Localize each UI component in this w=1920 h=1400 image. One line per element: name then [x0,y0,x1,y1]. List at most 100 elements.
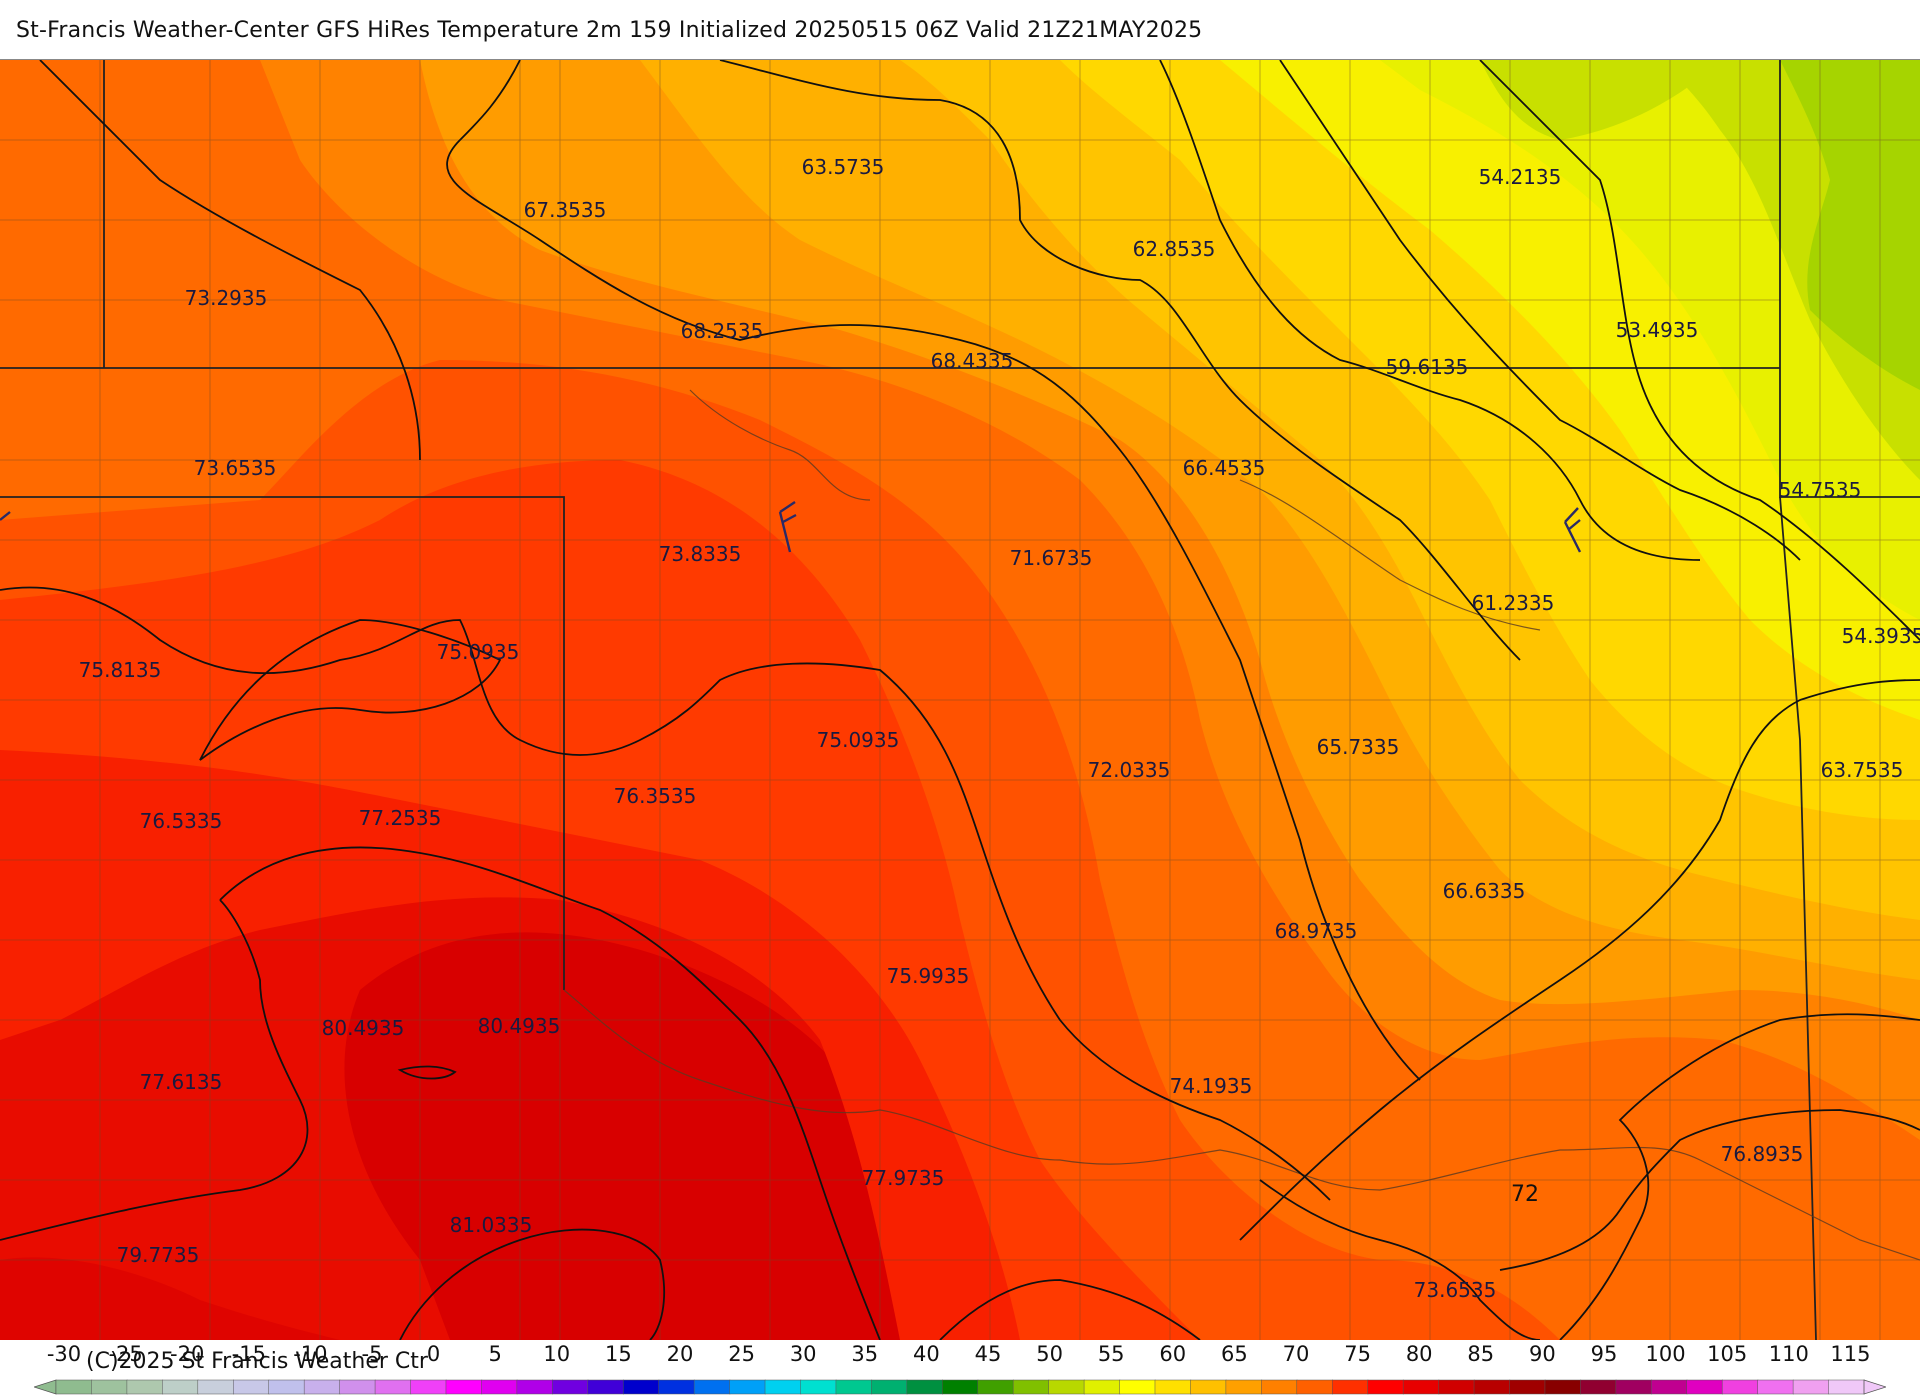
temperature-label: 74.1935 [1170,1074,1253,1098]
colorbar-swatch [1651,1379,1688,1395]
colorbar-tick-label: 90 [1529,1342,1556,1366]
colorbar-swatch [1367,1379,1404,1395]
colorbar-swatch [1331,1379,1369,1395]
temperature-label: 66.4535 [1183,456,1266,480]
colorbar-swatch [693,1379,731,1395]
colorbar-swatch [871,1379,908,1395]
colorbar-tick-label: 35 [851,1342,879,1366]
temperature-label: 76.5335 [140,809,223,833]
temperature-label: 71.6735 [1010,546,1093,570]
temperature-label: 63.5735 [802,155,885,179]
temperature-label: 81.0335 [450,1213,533,1237]
colorbar-swatch [1261,1379,1298,1395]
colorbar-swatch [1828,1379,1865,1395]
temperature-label: 59.6135 [1386,355,1469,379]
temperature-label: 54.2135 [1479,165,1562,189]
colorbar-swatch [1083,1379,1121,1395]
colorbar-swatch [197,1379,235,1395]
colorbar-swatch [1509,1379,1546,1395]
colorbar-swatch [1792,1379,1830,1395]
temperature-label: 65.7335 [1317,735,1400,759]
temperature-label: 53.4935 [1616,318,1699,342]
rivers [563,389,1920,1261]
colorbar-tick-label: 45 [974,1342,1002,1366]
colorbar-tick-label: 105 [1707,1342,1748,1366]
colorbar-swatch [1438,1379,1475,1395]
state-boundaries [0,60,1920,1340]
wind-barb-1 [778,501,797,553]
contour-label-72: 72 [1511,1182,1539,1207]
colorbar-tick-label: 5 [488,1342,502,1366]
page-title: St-Francis Weather-Center GFS HiRes Temp… [16,18,1203,43]
colorbar-swatch [622,1379,660,1395]
temperature-label: 77.2535 [359,806,442,830]
temperature-label: 68.9735 [1275,919,1358,943]
colorbar-swatch [1296,1379,1333,1395]
colorbar-swatch [552,1379,589,1395]
band-50 [1780,60,1920,390]
temperature-label: 77.9735 [862,1166,945,1190]
temperature-label: 76.3535 [614,784,697,808]
isotherm-contours [0,60,1920,1340]
colorbar-tick-label: 55 [1097,1342,1125,1366]
colorbar-tick-label: -5 [361,1342,383,1366]
colorbar-swatch [233,1379,270,1395]
temperature-label: 66.6335 [1443,879,1526,903]
temperature-label: 73.6535 [1414,1278,1497,1302]
colorbar-swatch [1225,1379,1263,1395]
colorbar-tick-label: 95 [1590,1342,1618,1366]
wind-barb-3 [0,511,11,521]
colorbar-swatch [1580,1379,1617,1395]
colorbar-tick-label: 110 [1768,1342,1809,1366]
copyright-notice: (C)2025 St Francis Weather Ctr [86,1349,428,1374]
colorbar-swatch [800,1379,837,1395]
temperature-labels: 63.5735 54.2135 67.3535 62.8535 73.2935 68.25… [79,155,1920,1302]
colorbar-swatch [268,1379,305,1395]
colorbar-swatch [1473,1379,1511,1395]
temperature-colorbar [34,1379,1886,1395]
colorbar-swatch [1686,1379,1723,1395]
temperature-label: 68.2535 [681,319,764,343]
temperature-map: 63.5735 54.2135 67.3535 62.8535 73.2935 68.25… [0,59,1920,1340]
temperature-label: 73.6535 [194,456,277,480]
colorbar-swatch [1048,1379,1085,1395]
colorbar-swatch [91,1379,128,1395]
colorbar-swatch [445,1379,483,1395]
colorbar-tick-label: 25 [728,1342,755,1366]
colorbar-swatch [658,1379,695,1395]
colorbar-tick-label: 70 [1282,1342,1310,1366]
temperature-label: 76.8935 [1721,1142,1804,1166]
colorbar-tick-label: 30 [789,1342,817,1366]
colorbar-tick-label: 85 [1467,1342,1495,1366]
colorbar-min-arrow [34,1379,57,1395]
colorbar-tick-label: 60 [1159,1342,1187,1366]
colorbar-swatch [339,1379,376,1395]
colorbar-swatch [1190,1379,1227,1395]
colorbar-tick-label: 65 [1221,1342,1248,1366]
temperature-label: 75.0935 [437,640,520,664]
colorbar-swatch [587,1379,624,1395]
colorbar-swatch [162,1379,199,1395]
temperature-label: 72.0335 [1088,758,1171,782]
colorbar-swatch [906,1379,944,1395]
colorbar-swatch [764,1379,802,1395]
temperature-label: 61.2335 [1472,591,1555,615]
colorbar-tick-label: 50 [1036,1342,1063,1366]
colorbar-tick-label: 100 [1645,1342,1686,1366]
temperature-label: 77.6135 [140,1070,223,1094]
colorbar-tick-label: 20 [666,1342,694,1366]
temperature-label: 54.3935 [1842,624,1920,648]
colorbar-swatch [977,1379,1014,1395]
temperature-label: 80.4935 [478,1014,561,1038]
colorbar-tick-label: 10 [543,1342,571,1366]
temperature-label: 68.4335 [931,349,1014,373]
colorbar-tick-label: -30 [46,1342,82,1366]
colorbar-swatch [1119,1379,1156,1395]
colorbar-tick-label: 75 [1344,1342,1371,1366]
temperature-label: 75.8135 [79,658,162,682]
colorbar-tick-label: -10 [293,1342,328,1366]
temperature-label: 80.4935 [322,1016,405,1040]
colorbar-max-arrow [1863,1379,1886,1395]
wind-barbs [0,501,1582,553]
temperature-label: 73.2935 [185,286,268,310]
